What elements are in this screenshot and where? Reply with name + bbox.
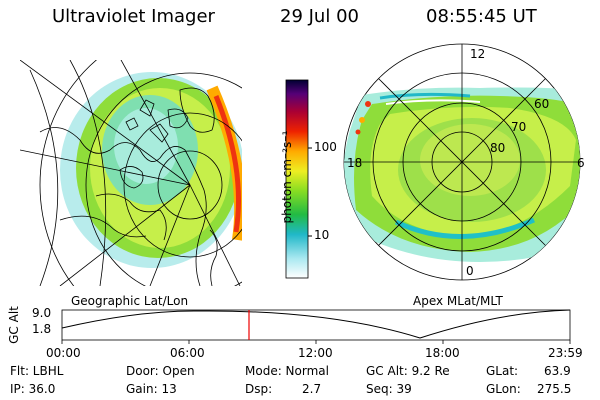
observation-time: 08:55:45 UT <box>426 6 537 27</box>
status-filter: Flt: LBHL <box>10 364 64 378</box>
status-gain: Gain: 13 <box>126 382 177 396</box>
mlt-label-0: 0 <box>466 264 474 278</box>
mlat-label-70: 70 <box>511 120 527 134</box>
status-door: Door: Open <box>126 364 195 378</box>
observation-date: 29 Jul 00 <box>280 6 359 27</box>
instrument-title: Ultraviolet Imager <box>52 6 215 27</box>
status-dsp-value: 2.7 <box>302 382 322 396</box>
status-gc-alt: GC Alt: 9.2 Re <box>366 364 450 378</box>
colorbar-tick-100: 100 <box>314 140 337 154</box>
status-glon-label: GLon: <box>486 382 521 396</box>
mlt-label-18: 18 <box>347 156 363 170</box>
altitude-curve <box>61 309 571 339</box>
geographic-graticule <box>20 60 242 286</box>
polar-image-panel <box>343 43 581 281</box>
status-glon-value: 275.5 <box>537 382 572 396</box>
status-dsp-label: Dsp: <box>245 382 273 396</box>
mlt-label-12: 12 <box>470 47 486 61</box>
status-glat-label: GLat: <box>486 364 519 378</box>
status-ip: IP: 36.0 <box>10 382 56 396</box>
colorbar-tick-10: 10 <box>314 228 330 242</box>
mlat-label-60: 60 <box>534 97 550 111</box>
colorbar <box>285 79 309 279</box>
status-seq: Seq: 39 <box>366 382 412 396</box>
timeline-axis-title: GC Alt <box>7 306 21 344</box>
colorbar-unit-label: photon cm⁻²s⁻¹ <box>280 130 294 224</box>
mlat-label-80: 80 <box>490 141 506 155</box>
timeline-ytick-low: 1.8 <box>32 322 52 336</box>
timeline-xtick-0000: 00:00 <box>46 346 81 360</box>
polar-grid <box>344 44 580 280</box>
timeline-ytick-high: 9.0 <box>32 306 52 320</box>
timeline-xtick-2359: 23:59 <box>548 346 583 360</box>
polar-panel-label: Apex MLat/MLT <box>413 294 503 308</box>
timeline-xtick-0600: 06:00 <box>170 346 205 360</box>
altitude-timeline <box>61 309 571 344</box>
mlt-label-6: 6 <box>577 156 585 170</box>
status-mode: Mode: Normal <box>245 364 329 378</box>
geographic-image-panel <box>20 60 242 286</box>
geographic-panel-label: Geographic Lat/Lon <box>71 294 189 308</box>
coastlines <box>39 87 218 286</box>
status-glat-value: 63.9 <box>544 364 571 378</box>
timeline-xtick-1200: 12:00 <box>298 346 333 360</box>
timeline-xtick-1800: 18:00 <box>425 346 460 360</box>
